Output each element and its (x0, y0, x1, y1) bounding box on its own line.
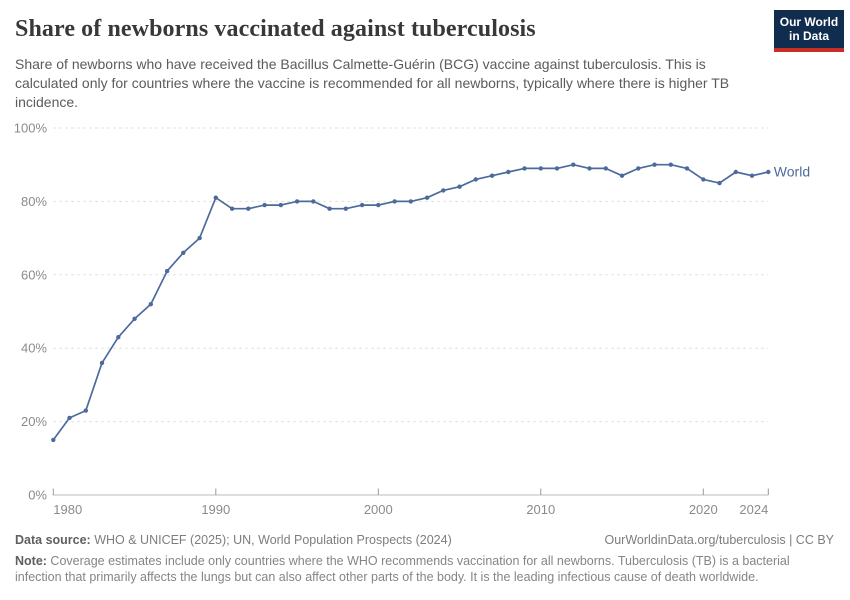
data-point[interactable] (294, 199, 300, 204)
y-axis-tick-label: 20% (21, 414, 47, 429)
data-point[interactable] (83, 408, 89, 413)
data-point[interactable] (246, 206, 251, 211)
data-point[interactable] (457, 184, 462, 189)
data-point[interactable] (99, 360, 105, 366)
data-point[interactable] (376, 202, 381, 208)
data-point[interactable] (278, 202, 283, 208)
data-point[interactable] (571, 162, 576, 167)
note-text: Coverage estimates include only countrie… (15, 554, 790, 584)
y-axis-tick-label: 80% (21, 194, 47, 209)
data-point[interactable] (148, 302, 153, 307)
chart-note: Note: Coverage estimates include only co… (15, 554, 834, 585)
data-point[interactable] (262, 202, 267, 208)
note-label: Note: (15, 554, 47, 568)
data-point[interactable] (749, 173, 755, 178)
chart-subtitle: Share of newborns who have received the … (15, 56, 730, 110)
data-point[interactable] (668, 162, 673, 167)
data-point[interactable] (116, 335, 121, 340)
data-point[interactable] (311, 199, 316, 204)
data-point[interactable] (717, 180, 722, 186)
data-point[interactable] (733, 169, 738, 175)
data-source-label: Data source: (15, 533, 91, 547)
series-end-label: World (774, 164, 810, 180)
data-point[interactable] (181, 250, 186, 255)
data-point[interactable] (522, 166, 527, 171)
data-point[interactable] (636, 166, 641, 171)
data-point[interactable] (701, 177, 706, 182)
data-point[interactable] (327, 206, 332, 211)
chart-title: Share of newborns vaccinated against tub… (15, 16, 536, 42)
data-point[interactable] (489, 173, 495, 178)
data-point[interactable] (164, 268, 170, 274)
data-point[interactable] (213, 195, 218, 200)
owid-logo-line1: Our World (779, 15, 839, 29)
y-axis-tick-label: 0% (28, 488, 47, 503)
data-point[interactable] (603, 166, 608, 171)
chart-footer: Data source: WHO & UNICEF (2025); UN, Wo… (15, 532, 834, 585)
y-axis-tick-label: 100% (14, 121, 48, 136)
x-axis-tick-label: 2000 (364, 502, 393, 517)
data-point[interactable] (766, 169, 771, 175)
data-point[interactable] (343, 206, 348, 211)
data-source: Data source: WHO & UNICEF (2025); UN, Wo… (15, 532, 452, 548)
data-point[interactable] (473, 177, 478, 182)
data-point[interactable] (587, 166, 592, 171)
owid-logo[interactable]: Our World in Data (774, 10, 844, 52)
x-axis-tick-label: 2024 (739, 502, 768, 517)
x-axis-tick-label: 2010 (526, 502, 555, 517)
data-source-text: WHO & UNICEF (2025); UN, World Populatio… (90, 533, 452, 547)
owid-logo-line2: in Data (788, 29, 829, 43)
y-axis-tick-label: 40% (21, 341, 47, 356)
y-axis-tick-label: 60% (21, 267, 47, 282)
data-point[interactable] (229, 206, 235, 211)
data-point[interactable] (619, 173, 625, 178)
x-axis-tick-label: 1980 (53, 502, 82, 517)
data-point[interactable] (554, 166, 560, 171)
data-point[interactable] (132, 316, 137, 321)
data-point[interactable] (506, 169, 511, 175)
data-point[interactable] (408, 199, 413, 204)
data-point[interactable] (359, 202, 365, 208)
x-axis-tick-label: 2020 (689, 502, 718, 517)
data-point[interactable] (538, 166, 543, 171)
data-point[interactable] (51, 437, 56, 443)
data-point[interactable] (392, 199, 397, 204)
x-axis-tick-label: 1990 (201, 502, 230, 517)
data-point[interactable] (684, 166, 690, 171)
data-point[interactable] (197, 235, 202, 241)
world-series-line[interactable] (52, 163, 770, 441)
data-point[interactable] (652, 162, 657, 167)
owid-url-link[interactable]: OurWorldinData.org/tuberculosis | CC BY (604, 533, 835, 547)
data-point[interactable] (424, 195, 430, 200)
data-point[interactable] (67, 415, 72, 421)
data-point[interactable] (441, 188, 446, 193)
